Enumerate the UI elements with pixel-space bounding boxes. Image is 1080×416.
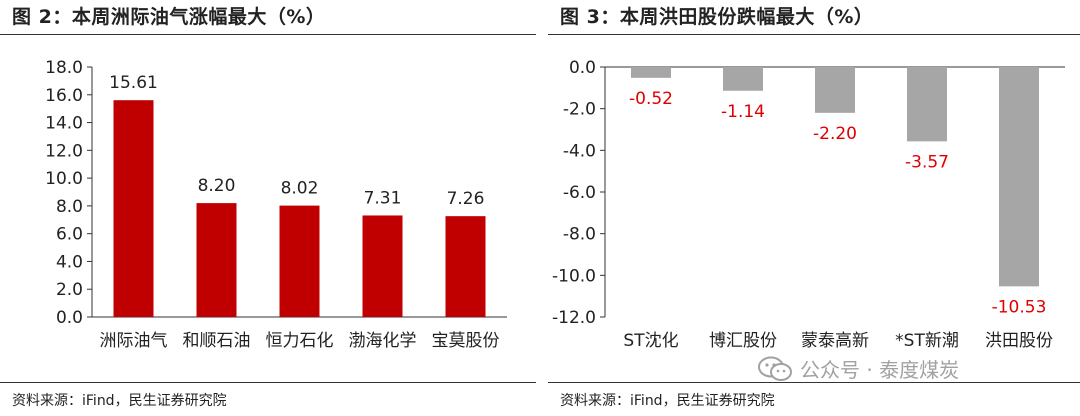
y-tick-label: 8.0 [56, 197, 83, 217]
y-tick-label: 14.0 [45, 114, 83, 134]
data-label: 7.31 [364, 188, 402, 208]
source-divider [548, 382, 1080, 383]
figure-title: 图 2：本周洲际油气涨幅最大（%） [12, 6, 326, 28]
y-tick-label: -12.0 [552, 308, 596, 328]
bar [362, 215, 403, 317]
source-divider [0, 382, 536, 383]
category-label: 洪田股份 [985, 331, 1053, 351]
y-tick-label: -8.0 [563, 225, 596, 245]
y-tick-label: -6.0 [563, 183, 596, 203]
bar [631, 67, 671, 78]
y-tick-label: 16.0 [45, 86, 83, 106]
source-note: 资料来源：iFind，民生证券研究院 [12, 393, 227, 409]
data-label: 8.02 [281, 179, 319, 199]
data-label: 15.61 [109, 73, 158, 93]
category-label: 博汇股份 [709, 331, 777, 351]
title-divider [0, 34, 536, 35]
bar [113, 100, 154, 317]
bar [815, 67, 855, 113]
data-label: -10.53 [992, 297, 1047, 317]
figure-2-panel: 图 2：本周洲际油气涨幅最大（%） 0.0 2.0 4.0 6.0 8.0 10.0 12.… [0, 0, 536, 416]
data-label: -0.52 [629, 89, 673, 109]
category-label: 洲际油气 [100, 331, 168, 351]
bar [907, 67, 947, 142]
bar [196, 203, 237, 317]
bar [445, 216, 486, 317]
category-label: 蒙泰高新 [801, 331, 869, 351]
y-tick-label: 0.0 [569, 58, 596, 78]
category-label: 和顺石油 [183, 331, 251, 351]
y-tick-label: -4.0 [563, 141, 596, 161]
y-tick-label: 0.0 [56, 308, 83, 328]
y-tick-label: 2.0 [56, 280, 83, 300]
watermark: 公众号 · 泰度煤炭 [758, 354, 959, 383]
bar [279, 205, 320, 317]
rise-bar-chart: 0.0 2.0 4.0 6.0 8.0 10.0 12.0 14.0 16.0 18.0 15.61… [45, 58, 507, 351]
y-tick-label: -2.0 [563, 100, 596, 120]
y-tick-label: 6.0 [56, 225, 83, 245]
wechat-icon [758, 356, 792, 381]
data-label: -1.14 [721, 102, 765, 122]
data-label: -2.20 [813, 124, 857, 144]
y-tick-label: 4.0 [56, 252, 83, 272]
category-label: 恒力石化 [266, 331, 334, 351]
figure-3-panel: 图 3：本周洪田股份跌幅最大（%） 0.0 -2.0 -4.0 -6.0 -8.0 -10… [548, 0, 1080, 416]
figure-title: 图 3：本周洪田股份跌幅最大（%） [560, 6, 874, 28]
bar [723, 67, 763, 91]
bar [999, 67, 1039, 287]
y-tick-label: -10.0 [552, 266, 596, 286]
category-label: ST沈化 [623, 331, 678, 351]
watermark-text: 公众号 · 泰度煤炭 [800, 358, 960, 382]
fall-bar-chart: 0.0 -2.0 -4.0 -6.0 -8.0 -10.0 -12.0 -0.52 ST沈化 -1… [552, 58, 1065, 351]
data-label: 7.26 [447, 189, 485, 209]
data-label: 8.20 [198, 176, 236, 196]
category-label: *ST新潮 [895, 331, 959, 351]
y-tick-label: 18.0 [45, 58, 83, 78]
y-tick-label: 12.0 [45, 141, 83, 161]
title-divider [548, 34, 1080, 35]
source-note: 资料来源：iFind，民生证券研究院 [560, 393, 775, 409]
data-label: -3.57 [905, 152, 949, 172]
y-tick-label: 10.0 [45, 169, 83, 189]
category-label: 宝莫股份 [432, 331, 500, 351]
category-label: 渤海化学 [349, 331, 417, 351]
